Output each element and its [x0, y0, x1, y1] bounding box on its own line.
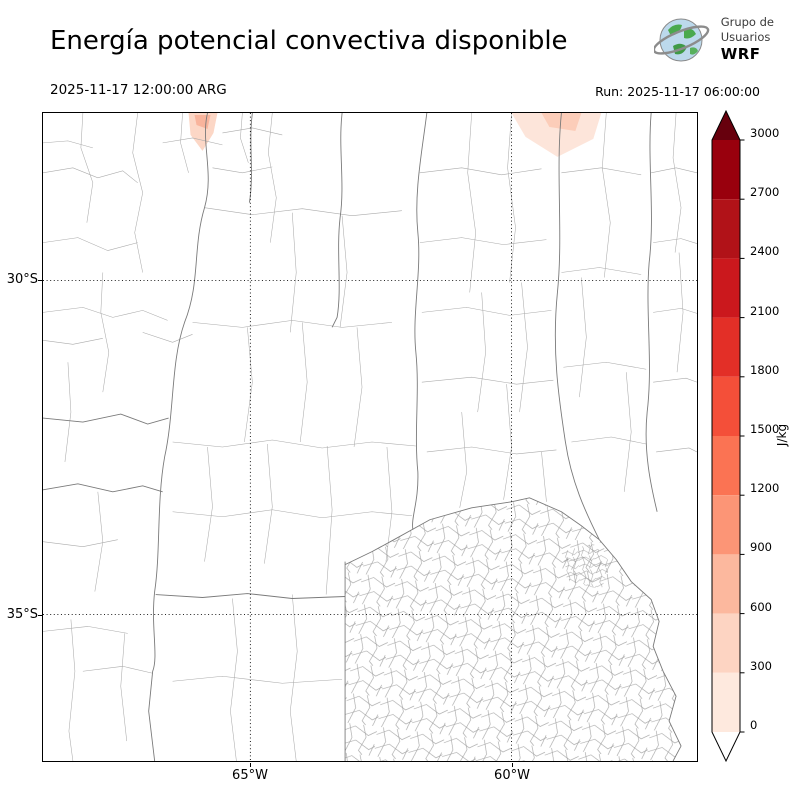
colorbar-tick-label: 1200	[750, 481, 780, 495]
colorbar-tick-label: 0	[750, 718, 758, 732]
gridlines	[43, 113, 697, 761]
colorbar-tick-label: 900	[750, 540, 772, 554]
colorbar-tick-label: 3000	[750, 126, 780, 140]
lon-label-60w: 60°W	[494, 768, 530, 783]
colorbar-over-arrow	[712, 111, 740, 140]
page-title: Energía potencial convectiva disponible	[50, 26, 568, 56]
amba-dense-mesh	[561, 543, 612, 590]
colorbar-ticks	[740, 139, 745, 733]
lat-label-35s: 35°S	[6, 607, 38, 622]
province-borders	[43, 113, 682, 761]
lon-tick-mark	[250, 763, 251, 767]
globe-icon	[653, 18, 709, 62]
colorbar-tick-label: 2700	[750, 185, 780, 199]
logo-line1: Grupo de	[720, 15, 774, 30]
lon-tick-mark	[512, 763, 513, 767]
colorbar-tick-label: 600	[750, 600, 772, 614]
logo-acronym: WRF	[720, 45, 761, 64]
run-time-label: Run: 2025-11-17 06:00:00	[595, 84, 760, 99]
colorbar-unit-label: J/kg	[775, 423, 789, 447]
colorbar-tick-label: 1800	[750, 363, 780, 377]
colorbar	[711, 110, 745, 763]
lat-tick-mark	[38, 615, 42, 616]
valid-time-label: 2025-11-17 12:00:00 ARG	[50, 82, 227, 98]
colorbar-tick-label: 300	[750, 659, 772, 673]
logo-text: Grupo de Usuarios WRF	[721, 15, 774, 64]
lat-label-30s: 30°S	[6, 272, 38, 287]
department-borders	[43, 113, 697, 761]
colorbar-tick-label: 1500	[750, 422, 780, 436]
map-area	[42, 112, 698, 762]
cape-shading	[188, 113, 602, 157]
map-canvas	[43, 113, 697, 761]
buenos-aires-partidos-mesh	[345, 497, 682, 761]
lat-tick-mark	[38, 280, 42, 281]
colorbar-tick-label: 2100	[750, 304, 780, 318]
logo-line2: Usuarios	[720, 30, 771, 45]
wrf-logo: Grupo de Usuarios WRF	[653, 10, 774, 70]
lon-label-65w: 65°W	[232, 768, 268, 783]
colorbar-tick-label: 2400	[750, 244, 780, 258]
colorbar-under-arrow	[712, 732, 740, 761]
